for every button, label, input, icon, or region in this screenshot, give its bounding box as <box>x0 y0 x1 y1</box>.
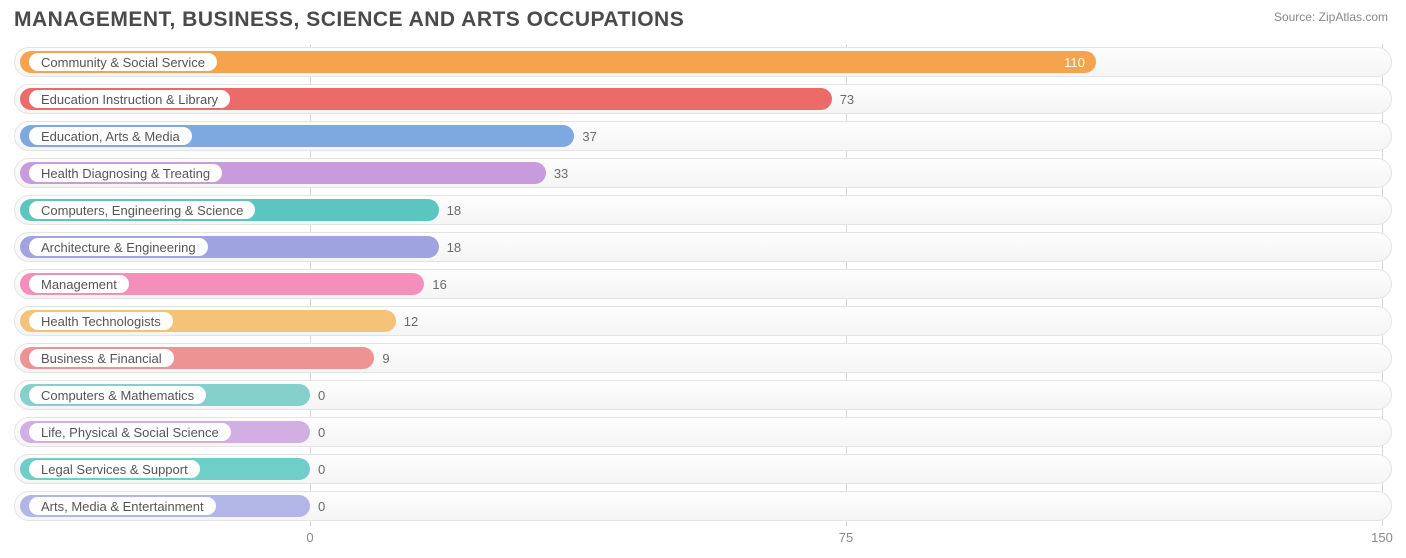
category-pill: Education Instruction & Library <box>28 89 231 109</box>
bar-row: Computers, Engineering & Science 18 <box>14 192 1392 228</box>
category-pill: Legal Services & Support <box>28 459 201 479</box>
bar-value-label: 9 <box>374 340 389 376</box>
source-attribution: Source: ZipAtlas.com <box>1274 10 1388 24</box>
bar-value-label: 0 <box>310 451 325 487</box>
bar-row: Education, Arts & Media 37 <box>14 118 1392 154</box>
bar-row: Architecture & Engineering 18 <box>14 229 1392 265</box>
bar-value-label: 18 <box>439 229 461 265</box>
bar-row: Community & Social Service 110 <box>14 44 1392 80</box>
bar-row: Life, Physical & Social Science 0 <box>14 414 1392 450</box>
bar-row: Health Diagnosing & Treating 33 <box>14 155 1392 191</box>
bar-row: Education Instruction & Library 73 <box>14 81 1392 117</box>
chart-plot-area: Community & Social Service110Education I… <box>14 44 1392 526</box>
x-tick-label: 150 <box>1371 530 1393 545</box>
bar-value-label: 37 <box>574 118 596 154</box>
bar-value-label: 0 <box>310 488 325 524</box>
category-pill: Computers, Engineering & Science <box>28 200 256 220</box>
bar-row: Health Technologists 12 <box>14 303 1392 339</box>
x-tick-label: 75 <box>839 530 853 545</box>
bar-row: Management 16 <box>14 266 1392 302</box>
category-pill: Health Diagnosing & Treating <box>28 163 223 183</box>
category-pill: Community & Social Service <box>28 52 218 72</box>
category-pill: Architecture & Engineering <box>28 237 209 257</box>
x-axis: 0 75 150 <box>14 530 1392 548</box>
bar-value-label: 33 <box>546 155 568 191</box>
bar-value-label: 16 <box>424 266 446 302</box>
category-pill: Life, Physical & Social Science <box>28 422 232 442</box>
bar-value-label: 0 <box>310 414 325 450</box>
x-tick-label: 0 <box>306 530 313 545</box>
category-pill: Business & Financial <box>28 348 175 368</box>
bar-row: Business & Financial 9 <box>14 340 1392 376</box>
category-pill: Education, Arts & Media <box>28 126 193 146</box>
bar-value-label: 110 <box>1056 44 1085 80</box>
bar-row: Arts, Media & Entertainment 0 <box>14 488 1392 524</box>
category-pill: Computers & Mathematics <box>28 385 207 405</box>
category-pill: Arts, Media & Entertainment <box>28 496 217 516</box>
category-pill: Health Technologists <box>28 311 174 331</box>
bar-value-label: 12 <box>396 303 418 339</box>
category-pill: Management <box>28 274 130 294</box>
bar-row: Legal Services & Support 0 <box>14 451 1392 487</box>
bar-value-label: 18 <box>439 192 461 228</box>
bar-row: Computers & Mathematics 0 <box>14 377 1392 413</box>
bar-value-label: 73 <box>832 81 854 117</box>
bar-value-label: 0 <box>310 377 325 413</box>
chart-title: MANAGEMENT, BUSINESS, SCIENCE AND ARTS O… <box>0 0 1406 32</box>
